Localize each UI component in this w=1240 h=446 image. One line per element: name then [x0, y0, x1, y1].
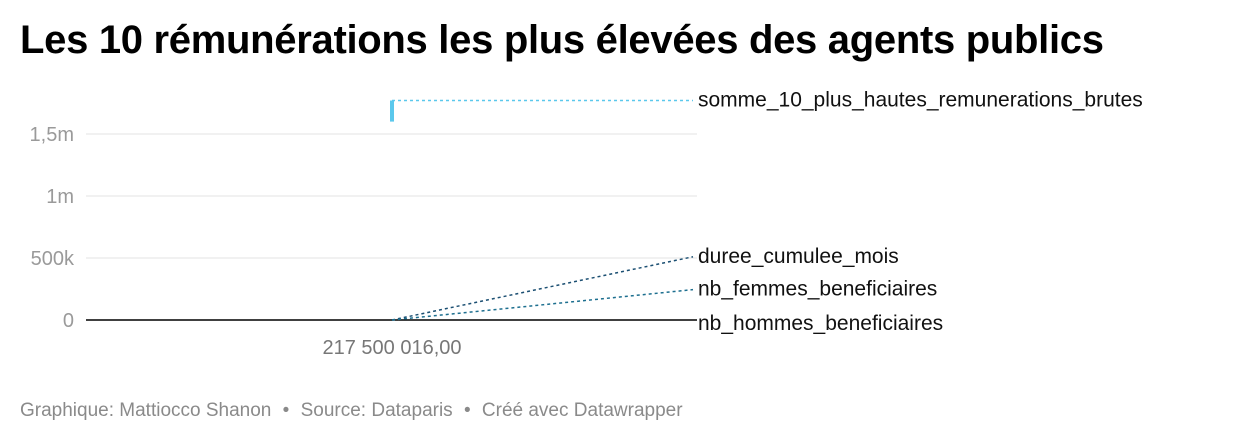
y-axis-tick-labels: 0 500k 1m 1,5m [30, 124, 75, 332]
footer-source: Source: Dataparis [300, 400, 453, 421]
footer-separator: • [463, 400, 471, 421]
chart-footer: Graphique: Mattiocco Shanon • Source: Da… [20, 400, 683, 422]
footer-author: Graphique: Mattiocco Shanon [20, 400, 272, 421]
series-label: nb_femmes_beneficiaires [698, 278, 937, 301]
series-connector-line [391, 288, 694, 321]
series-connector-line [391, 256, 694, 321]
footer-tool: Créé avec Datawrapper [481, 400, 683, 421]
series-labels: somme_10_plus_hautes_remunerations_brute… [698, 89, 1143, 335]
series-lines [390, 99, 694, 321]
y-tick-label: 1,5m [30, 124, 74, 146]
chart-title: Les 10 rémunérations les plus élevées de… [20, 18, 1104, 62]
y-tick-label: 0 [63, 310, 74, 332]
grid-lines [86, 133, 697, 321]
y-tick-label: 1m [46, 186, 74, 208]
y-tick-label: 500k [31, 248, 75, 270]
series-label: nb_hommes_beneficiaires [698, 312, 943, 335]
footer-separator: • [282, 400, 290, 421]
series-label: duree_cumulee_mois [698, 245, 899, 268]
x-axis-tick-labels: 217 500 016,00 [322, 337, 461, 359]
series-label: somme_10_plus_hautes_remunerations_brute… [698, 89, 1143, 112]
x-tick-label: 217 500 016,00 [322, 337, 461, 359]
